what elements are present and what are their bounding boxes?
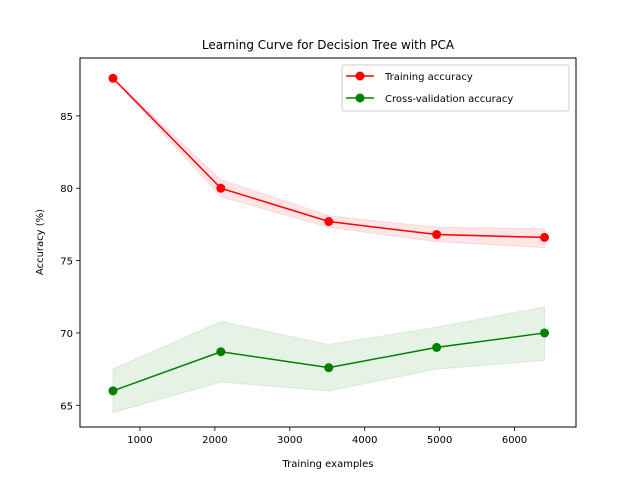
y-tick-label: 80 [60,184,73,195]
x-axis-label: Training examples [282,459,374,470]
y-tick-label: 65 [60,401,73,412]
series-0-point [216,183,226,193]
x-axis-ticks: 1000 2000 3000 4000 5000 6000 [127,427,527,446]
x-tick-label: 4000 [352,435,377,446]
series-1-point [432,342,442,352]
x-tick-label: 3000 [277,435,302,446]
series-1-point [540,328,550,338]
chart-title: Learning Curve for Decision Tree with PC… [202,38,455,52]
plot-frame [79,57,577,428]
legend-series-0-marker [355,71,365,81]
y-axis-ticks: 65 70 75 80 85 [60,112,80,412]
series-0-point [432,230,442,240]
legend-series-1-marker [355,93,365,103]
series-markers [108,73,550,396]
series-0-point [324,217,334,227]
series-1-point [108,386,118,396]
y-tick-label: 70 [60,329,73,340]
y-axis-label: Accuracy (%) [35,209,46,275]
legend-series-1-label: Cross-validation accuracy [385,94,513,105]
series-0-point [108,73,118,83]
x-tick-label: 6000 [502,435,527,446]
legend-box [341,64,570,112]
legend-series-0-label: Training accuracy [384,72,473,83]
series-0-point [540,232,550,242]
series-1-point [216,347,226,357]
series-1-point [324,363,334,373]
legend: Training accuracy Cross-validation accura… [341,64,570,112]
x-tick-label: 5000 [427,435,452,446]
x-tick-label: 2000 [202,435,227,446]
y-tick-label: 75 [60,257,73,268]
y-tick-label: 85 [60,112,73,123]
x-tick-label: 1000 [127,435,152,446]
series-1-band [112,306,546,414]
